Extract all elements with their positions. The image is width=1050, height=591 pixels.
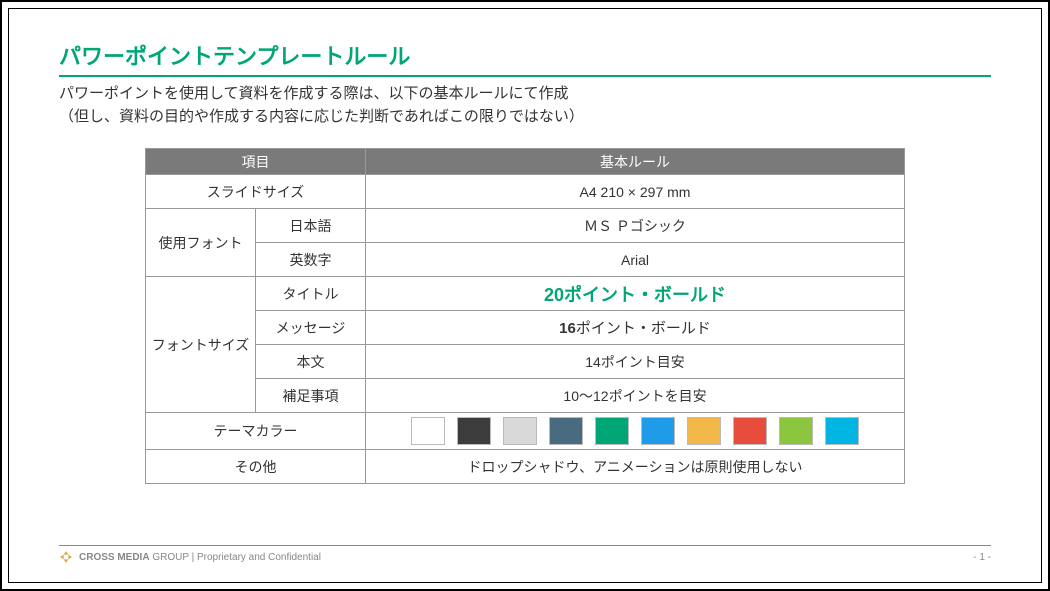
slide-outer-frame: パワーポイントテンプレートルール パワーポイントを使用して資料を作成する際は、以… — [0, 0, 1050, 591]
label-font-an: 英数字 — [256, 243, 366, 277]
slide: パワーポイントテンプレートルール パワーポイントを使用して資料を作成する際は、以… — [8, 8, 1042, 583]
row-slide-size: スライドサイズ A4 210 × 297 mm — [146, 175, 905, 209]
footer-sep: | — [189, 552, 197, 563]
theme-swatch-6 — [687, 417, 721, 445]
row-font-jp: 使用フォント 日本語 ＭＳ Ｐゴシック — [146, 209, 905, 243]
title-underline — [59, 75, 991, 77]
row-fs-body: 本文 14ポイント目安 — [146, 345, 905, 379]
label-slide-size: スライドサイズ — [146, 175, 366, 209]
value-fs-msg: 16ポイント・ボールド — [366, 311, 905, 345]
label-font: 使用フォント — [146, 209, 256, 277]
label-font-jp: 日本語 — [256, 209, 366, 243]
theme-swatch-5 — [641, 417, 675, 445]
row-fs-title: フォントサイズ タイトル 20ポイント・ボールド — [146, 277, 905, 311]
label-fs-note: 補足事項 — [256, 379, 366, 413]
brand-logo-icon — [59, 550, 73, 564]
rules-table: 項目 基本ルール スライドサイズ A4 210 × 297 mm 使用フォント … — [145, 148, 905, 484]
theme-swatch-0 — [411, 417, 445, 445]
row-other: その他 ドロップシャドウ、アニメーションは原則使用しない — [146, 450, 905, 484]
footer-brand: CROSS MEDIA GROUP | Proprietary and Conf… — [79, 552, 321, 563]
footer-brand-strong: CROSS MEDIA — [79, 552, 150, 563]
subtitle-line-2: （但し、資料の目的や作成する内容に応じた判断であればこの限りではない） — [59, 108, 584, 125]
row-theme: テーマカラー — [146, 413, 905, 450]
subtitle: パワーポイントを使用して資料を作成する際は、以下の基本ルールにて作成 （但し、資… — [59, 83, 991, 128]
value-fs-body: 14ポイント目安 — [366, 345, 905, 379]
label-fs-title: タイトル — [256, 277, 366, 311]
footer-page-number: - 1 - — [973, 552, 991, 563]
theme-swatch-4 — [595, 417, 629, 445]
row-font-an: 英数字 Arial — [146, 243, 905, 277]
theme-swatch-2 — [503, 417, 537, 445]
header-left: 項目 — [146, 149, 366, 175]
value-fs-title: 20ポイント・ボールド — [366, 277, 905, 311]
label-theme: テーマカラー — [146, 413, 366, 450]
value-other: ドロップシャドウ、アニメーションは原則使用しない — [366, 450, 905, 484]
subtitle-line-1: パワーポイントを使用して資料を作成する際は、以下の基本ルールにて作成 — [59, 85, 569, 102]
label-other: その他 — [146, 450, 366, 484]
theme-swatch-9 — [825, 417, 859, 445]
theme-swatch-1 — [457, 417, 491, 445]
label-font-size: フォントサイズ — [146, 277, 256, 413]
value-fs-msg-rest: ポイント・ボールド — [576, 320, 711, 337]
value-slide-size: A4 210 × 297 mm — [366, 175, 905, 209]
footer-brand-light: GROUP — [150, 552, 189, 563]
footer: CROSS MEDIA GROUP | Proprietary and Conf… — [59, 545, 991, 564]
value-fs-msg-bold: 16 — [559, 320, 576, 337]
value-font-an: Arial — [366, 243, 905, 277]
label-fs-body: 本文 — [256, 345, 366, 379]
row-fs-msg: メッセージ 16ポイント・ボールド — [146, 311, 905, 345]
label-fs-msg: メッセージ — [256, 311, 366, 345]
page-title: パワーポイントテンプレートルール — [59, 39, 991, 71]
theme-swatch-8 — [779, 417, 813, 445]
value-fs-note: 10～12ポイントを目安 — [366, 379, 905, 413]
footer-note: Proprietary and Confidential — [197, 552, 321, 563]
value-font-jp: ＭＳ Ｐゴシック — [366, 209, 905, 243]
theme-swatch-7 — [733, 417, 767, 445]
footer-left: CROSS MEDIA GROUP | Proprietary and Conf… — [59, 550, 321, 564]
theme-swatches — [366, 413, 904, 449]
value-theme — [366, 413, 905, 450]
header-right: 基本ルール — [366, 149, 905, 175]
theme-swatch-3 — [549, 417, 583, 445]
table-header-row: 項目 基本ルール — [146, 149, 905, 175]
row-fs-note: 補足事項 10～12ポイントを目安 — [146, 379, 905, 413]
